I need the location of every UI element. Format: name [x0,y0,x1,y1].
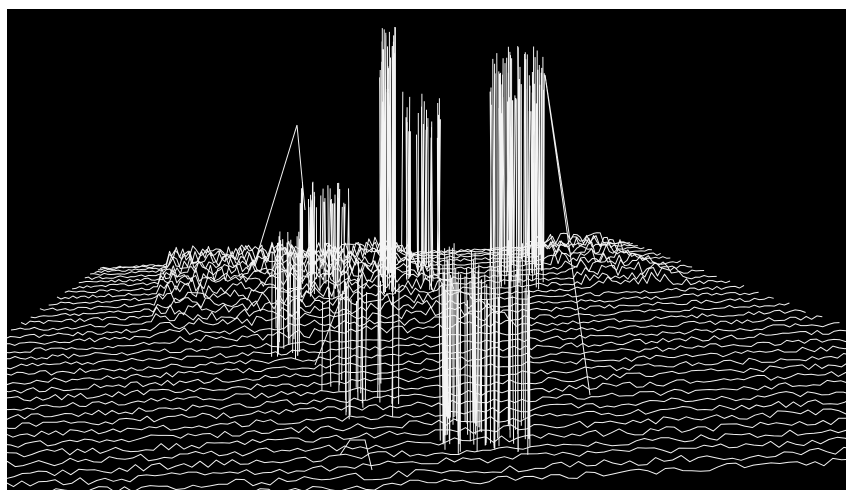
surface-row [20,284,745,326]
spike-cluster [299,181,350,299]
surface-row [7,329,846,376]
surface-row [52,446,846,490]
surface-row [7,417,846,468]
diagonal-stroke [544,74,591,396]
surface-row [7,436,846,488]
surface-row [56,255,693,300]
surface-row [7,345,846,394]
surface-row [7,408,846,458]
surface-row [10,291,759,331]
surface-row [7,363,846,411]
surface-row [7,379,846,429]
diagonal-stroke [339,439,373,471]
surface-row [7,302,790,346]
diagonal-stroke [296,124,306,211]
surface-row [7,371,846,420]
diagonal-stroke [314,249,361,366]
surface-row [7,338,846,386]
surface-row [7,391,846,438]
spike-cluster [271,231,301,360]
surface-row [7,309,806,354]
surface-row [7,399,846,448]
surface-row [7,353,846,402]
surface-row [7,296,774,339]
surface-row [256,457,846,490]
spike-cluster [401,91,441,290]
surface-row [7,322,840,370]
spike-cluster [438,240,531,455]
diagonal-stroke [254,124,298,263]
surface [7,26,846,490]
surface-row [7,315,823,360]
diagonal-stroke [544,74,571,241]
surface-row [7,429,846,479]
spike-cluster [379,26,397,295]
spike-cluster [489,46,545,290]
surface-row [84,239,652,280]
